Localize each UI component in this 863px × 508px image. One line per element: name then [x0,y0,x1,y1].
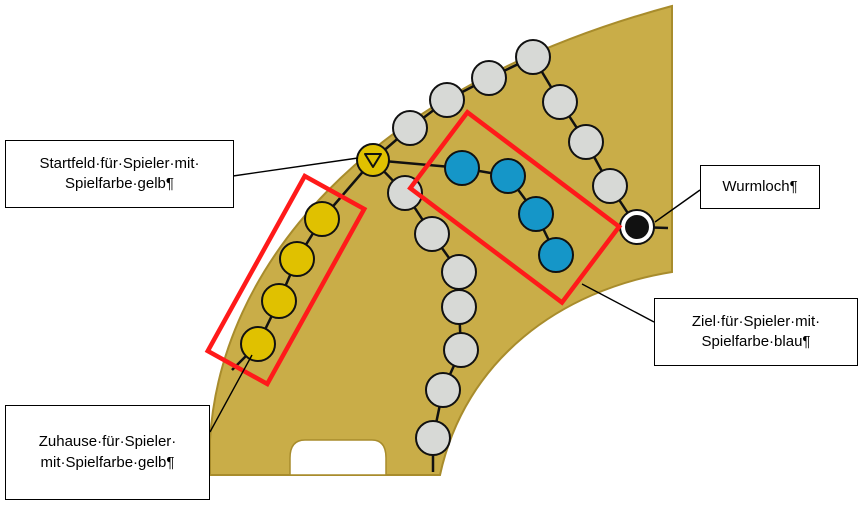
yellow-home-fields [240,201,340,362]
blue-goal-fields [444,150,574,273]
callout-goal: Ziel·für·Spieler·mit· Spielfarbe·blau¶ [654,298,858,366]
grey-field-14 [415,420,451,456]
yellow-home-field-1 [304,201,340,237]
callout-goal-line1: Ziel·für·Spieler·mit· [691,312,821,330]
grey-field-2 [429,82,465,118]
grey-field-12 [443,332,479,368]
grey-field-7 [592,168,628,204]
triangle-icon [364,153,382,168]
grey-field-4 [515,39,551,75]
grey-field-10 [441,254,477,290]
grey-field-13 [425,372,461,408]
black-hole-icon [625,215,649,239]
callout-wormhole: Wurmloch¶ [700,165,820,209]
callout-start-field: Startfeld·für·Spieler·mit· Spielfarbe·ge… [5,140,234,208]
callout-home: Zuhause·für·Spieler· mit·Spielfarbe·gelb… [5,405,210,500]
wormhole-field [619,209,655,245]
blue-goal-field-1 [444,150,480,186]
home-highlight-box [204,172,368,388]
goal-highlight-box [407,109,623,306]
blue-goal-field-2 [490,158,526,194]
callout-start-line1: Startfeld·für·Spieler·mit· [39,154,200,172]
grey-field-9 [414,216,450,252]
callout-start-line2: Spielfarbe·gelb¶ [65,175,174,192]
blue-goal-field-3 [518,196,554,232]
grey-field-11 [441,289,477,325]
grey-field-3 [471,60,507,96]
callout-home-line2: mit·Spielfarbe·gelb¶ [40,453,175,471]
board-notch [289,439,387,476]
grey-field-6 [568,124,604,160]
start-field [356,143,390,177]
callout-home-line1: Zuhause·für·Spieler· [38,433,177,451]
yellow-home-field-4 [240,326,276,362]
callout-wormhole-label: Wurmloch¶ [722,177,798,195]
callout-goal-line2: Spielfarbe·blau¶ [701,333,811,350]
grey-field-1 [392,110,428,146]
yellow-home-field-3 [261,283,297,319]
yellow-home-field-2 [279,241,315,277]
blue-goal-field-4 [538,237,574,273]
grey-field-5 [542,84,578,120]
leader-lines [209,157,701,433]
